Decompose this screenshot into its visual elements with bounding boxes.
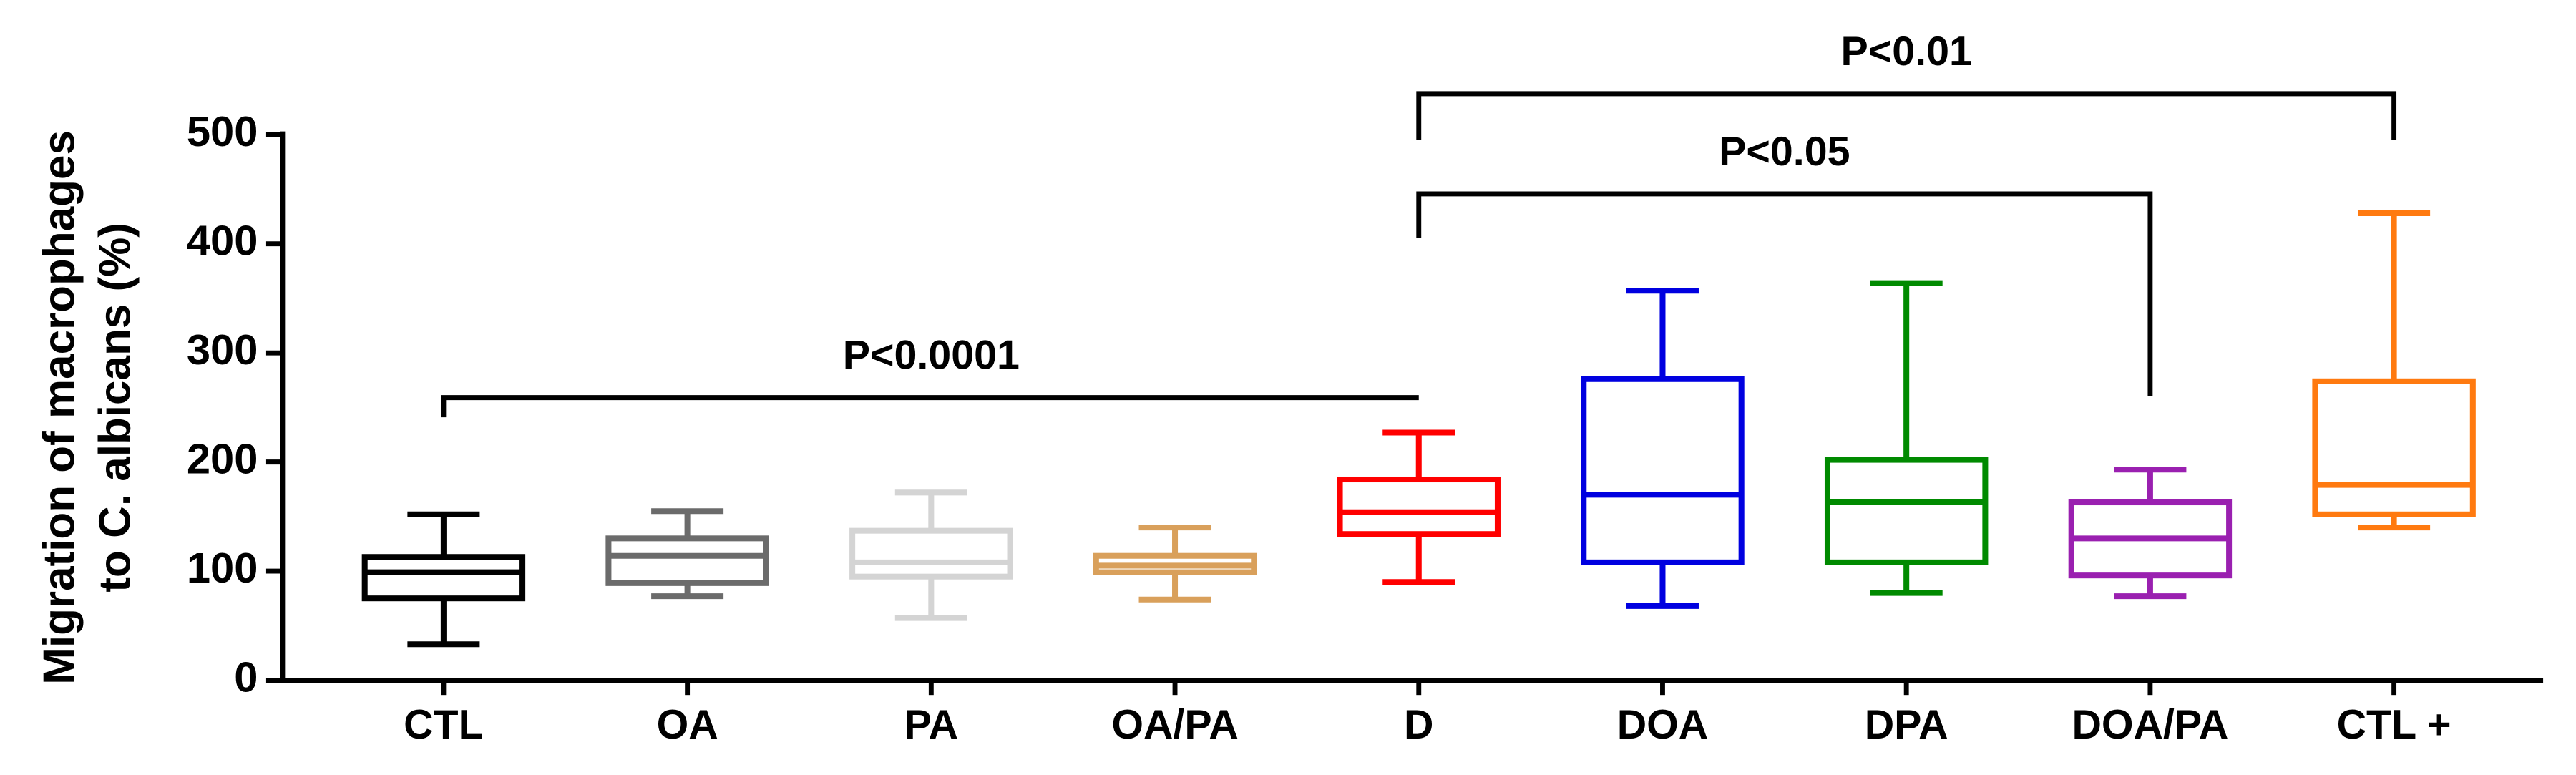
- x-tick-label: PA: [904, 702, 958, 748]
- significance-label: P<0.0001: [843, 333, 1020, 379]
- x-tick-label: D: [1404, 702, 1433, 748]
- x-tick-label: OA/PA: [1111, 702, 1238, 748]
- y-axis-title: Migration of macrophages to C. albicans …: [35, 130, 140, 685]
- box: [2312, 378, 2476, 517]
- box: [605, 535, 769, 586]
- x-tick-label: DOA: [1617, 702, 1709, 748]
- box: [849, 527, 1013, 580]
- x-tick-label: DOA/PA: [2072, 702, 2228, 748]
- y-tick-label: 200: [187, 434, 258, 482]
- box: [1824, 457, 1989, 565]
- y-axis-title-line: to C. albicans (%): [91, 223, 140, 592]
- significance-bracket: [1416, 91, 2397, 140]
- significance-bracket: [441, 395, 1419, 418]
- y-axis-title-line: Migration of macrophages: [35, 130, 84, 685]
- x-tick-label: OA: [657, 702, 718, 748]
- x-tick-label: CTL: [404, 702, 484, 748]
- y-tick-label: 0: [234, 653, 258, 701]
- box: [1337, 476, 1501, 537]
- x-tick-label: DPA: [1865, 702, 1948, 748]
- significance-label: P<0.05: [1719, 129, 1850, 175]
- y-tick-label: 100: [187, 544, 258, 592]
- significance-label: P<0.01: [1840, 29, 1971, 74]
- y-tick-label: 400: [187, 216, 258, 264]
- box: [1581, 376, 1745, 565]
- box: [361, 554, 526, 602]
- x-tick-label: CTL +: [2337, 702, 2451, 748]
- y-tick-label: 500: [187, 107, 258, 155]
- significance-bracket: [1416, 191, 2153, 396]
- y-tick-label: 300: [187, 326, 258, 374]
